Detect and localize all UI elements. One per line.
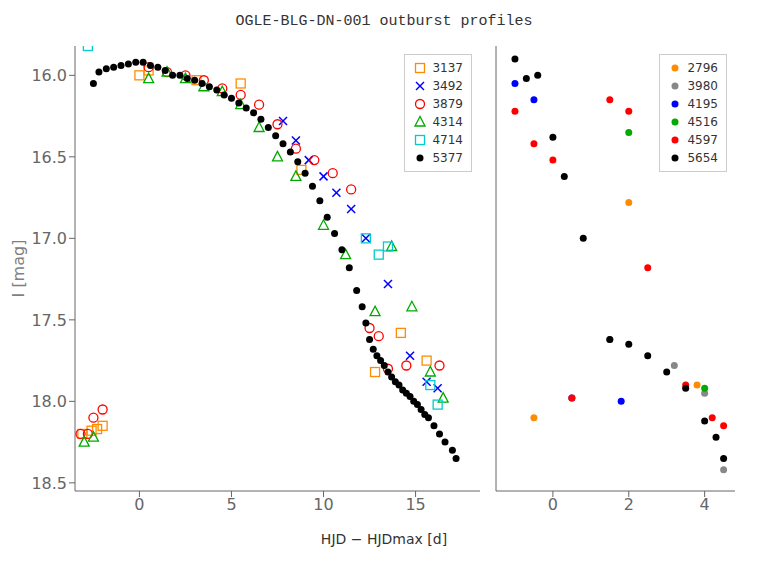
svg-text:2: 2 — [624, 495, 634, 514]
html-text:4714: 4714 — [432, 133, 463, 147]
html-text:4597: 4597 — [687, 133, 718, 147]
html-text:5654: 5654 — [687, 151, 718, 165]
svg-text:16.0: 16.0 — [31, 66, 67, 85]
svg-text:10: 10 — [313, 495, 333, 514]
svg-text:I [mag]: I [mag] — [9, 240, 28, 298]
html-text:5377: 5377 — [432, 151, 463, 165]
html-text:4314: 4314 — [432, 115, 463, 129]
svg-text:17.5: 17.5 — [31, 311, 67, 330]
html-text:4195: 4195 — [687, 97, 718, 111]
svg-text:15: 15 — [405, 495, 425, 514]
svg-text:16.5: 16.5 — [31, 148, 67, 167]
html-text:HJD − HJDmax [d]: HJD − HJDmax [d] — [320, 531, 448, 547]
svg-text:18.5: 18.5 — [31, 474, 67, 493]
svg-text:18.0: 18.0 — [31, 392, 67, 411]
html-text:3137: 3137 — [432, 61, 463, 75]
html-text:OGLE-BLG-DN-001 outburst profi: OGLE-BLG-DN-001 outburst profiles — [235, 13, 533, 30]
svg-text:0: 0 — [134, 495, 144, 514]
html-text:3492: 3492 — [432, 79, 463, 93]
svg-text:5: 5 — [226, 495, 236, 514]
svg-text:0: 0 — [548, 495, 558, 514]
html-text:3980: 3980 — [687, 79, 718, 93]
html-text:3879: 3879 — [432, 97, 463, 111]
svg-text:4: 4 — [700, 495, 710, 514]
html-text:4516: 4516 — [687, 115, 718, 129]
html-text:2796: 2796 — [687, 61, 718, 75]
svg-text:17.0: 17.0 — [31, 229, 67, 248]
